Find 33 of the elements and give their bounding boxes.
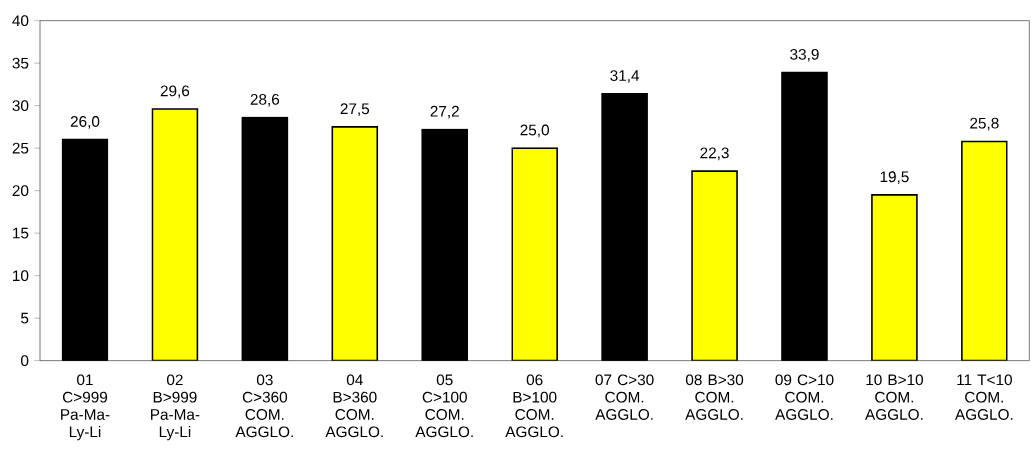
x-tick-label: 03 C>360 COM. AGGLO. <box>235 374 293 438</box>
data-label: 19,5 <box>880 171 909 184</box>
data-label: 26,0 <box>70 116 100 129</box>
data-label: 25,0 <box>520 124 549 138</box>
y-tick-label: 0 <box>21 355 29 367</box>
y-tick-label: 20 <box>12 185 29 197</box>
x-tick-label: 04 B>360 COM. AGGLO. <box>325 374 383 438</box>
y-tick-label: 40 <box>12 15 29 27</box>
y-tick-label: 10 <box>13 270 29 282</box>
x-tick-label: 07 C>30 COM. AGGLO. <box>595 374 654 420</box>
x-tick-label: 06 B>100 COM. AGGLO. <box>505 374 563 438</box>
data-label: 22,3 <box>700 147 729 161</box>
y-tick-label: 25 <box>12 142 29 154</box>
data-label: 33,9 <box>790 48 819 62</box>
x-tick-label: 08 B>30 COM. AGGLO. <box>685 374 744 420</box>
data-label: 31,4 <box>610 70 640 83</box>
bar <box>961 140 1008 361</box>
x-tick-label: 01 C>999 Pa-Ma-Ly-Li <box>61 374 110 441</box>
y-tick-label: 15 <box>13 227 29 239</box>
data-label: 29,6 <box>160 85 190 99</box>
data-label: 25,8 <box>970 117 999 131</box>
x-tick-label: 09 C>10 COM. AGGLO. <box>775 374 834 420</box>
x-tick-label: 05 C>100 COM. AGGLO. <box>415 374 473 438</box>
data-label: 27,5 <box>340 103 370 116</box>
y-tick-label: 35 <box>12 57 29 69</box>
y-tick-label: 5 <box>21 312 29 324</box>
bar <box>511 147 558 361</box>
x-tick-label: 11 T<10 COM. AGGLO. <box>954 374 1013 420</box>
data-label: 28,6 <box>250 93 280 107</box>
x-tick-label: 02 B>999 Pa-Ma-Ly-Li <box>151 374 200 441</box>
data-label: 27,2 <box>430 105 459 119</box>
x-tick-label: 10 B>10 COM. AGGLO. <box>865 374 924 420</box>
y-tick-label: 30 <box>12 100 29 112</box>
